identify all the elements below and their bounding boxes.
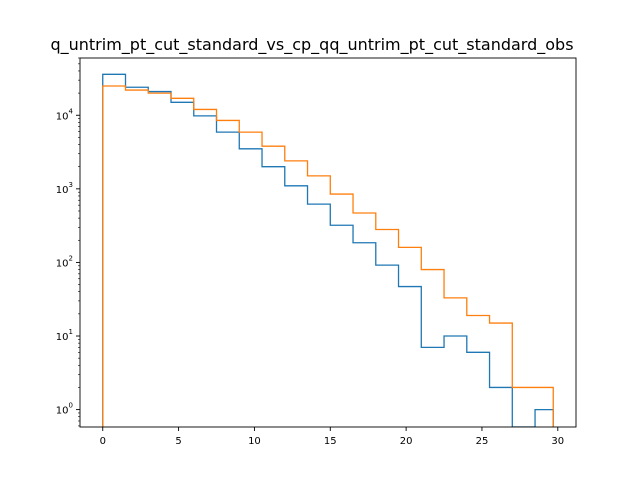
y-tick-label: 104 bbox=[56, 107, 74, 122]
x-tick-label: 20 bbox=[400, 436, 413, 447]
axes-border bbox=[79, 57, 577, 428]
y-tick-label: 103 bbox=[56, 181, 73, 196]
y-tick-label: 102 bbox=[56, 254, 73, 269]
x-tick-label: 10 bbox=[248, 436, 261, 447]
x-tick-label: 0 bbox=[100, 436, 106, 447]
plot-area bbox=[102, 73, 554, 427]
x-axis: 0 5 10 15 20 25 30 bbox=[100, 427, 564, 447]
y-axis: 100 101 102 103 104 bbox=[56, 57, 80, 427]
y-tick-label: 101 bbox=[56, 328, 73, 343]
x-tick-label: 25 bbox=[476, 436, 489, 447]
axes-frame bbox=[79, 57, 577, 428]
histogram-series-1 bbox=[102, 73, 554, 427]
x-tick-label: 5 bbox=[175, 436, 181, 447]
histogram-series-2 bbox=[102, 85, 554, 427]
x-tick-label: 15 bbox=[324, 436, 337, 447]
x-tick-label: 30 bbox=[551, 436, 564, 447]
chart-title: q_untrim_pt_cut_standard_vs_cp_qq_untrim… bbox=[50, 35, 573, 55]
y-tick-label: 100 bbox=[56, 402, 73, 417]
